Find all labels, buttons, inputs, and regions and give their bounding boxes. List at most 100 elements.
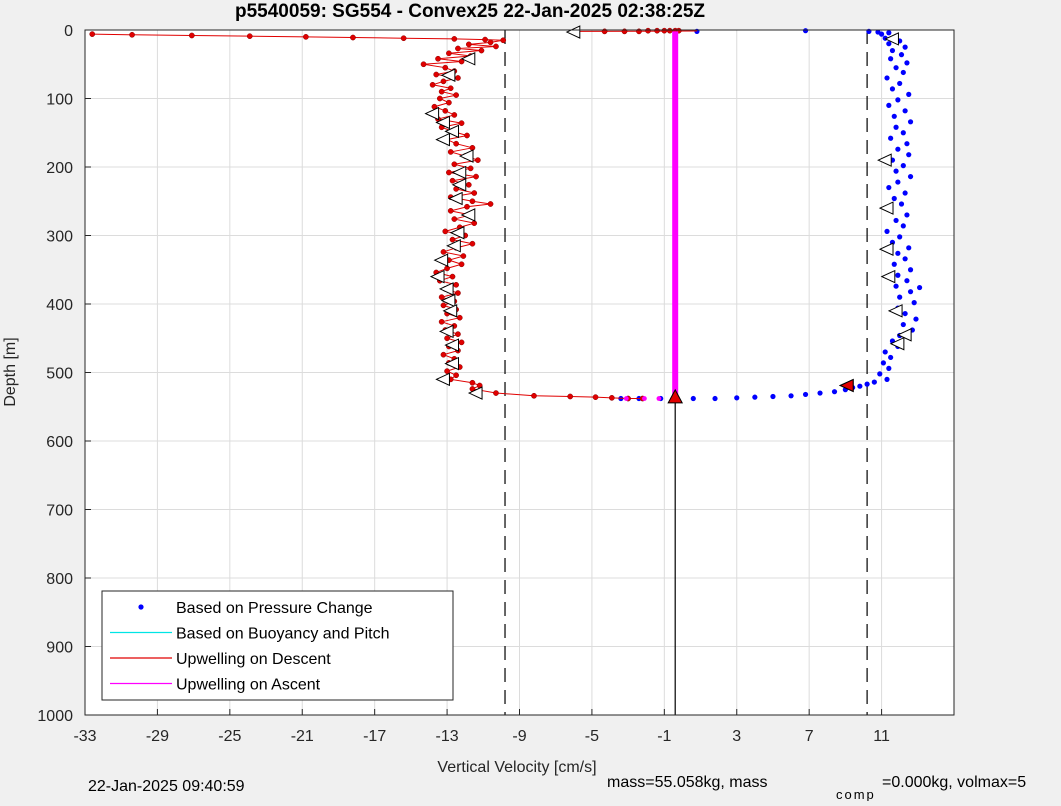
- data-point: [872, 379, 877, 384]
- y-tick-label: 100: [46, 92, 73, 109]
- x-tick-label: -21: [291, 728, 314, 745]
- legend-swatch-based-on-pressure-change: [138, 604, 143, 609]
- data-point: [895, 251, 900, 256]
- data-point: [441, 249, 446, 254]
- data-point: [455, 46, 460, 51]
- data-point: [904, 278, 909, 283]
- data-point: [470, 145, 475, 150]
- data-point: [443, 65, 448, 70]
- data-point: [897, 234, 902, 239]
- data-point: [454, 141, 459, 146]
- x-tick-label: -5: [585, 728, 599, 745]
- data-point: [908, 267, 913, 272]
- data-point: [479, 48, 484, 53]
- data-point: [892, 262, 897, 267]
- y-tick-label: 1000: [37, 708, 73, 725]
- data-point: [884, 75, 889, 80]
- legend-label-upwelling-on-descent: Upwelling on Descent: [176, 651, 331, 668]
- y-tick-label: 900: [46, 640, 73, 657]
- data-point: [464, 133, 469, 138]
- data-point: [906, 92, 911, 97]
- data-point: [832, 389, 837, 394]
- data-point: [817, 390, 822, 395]
- data-point: [446, 100, 451, 105]
- data-point: [448, 208, 453, 213]
- x-tick-label: -29: [146, 728, 169, 745]
- data-point: [770, 394, 775, 399]
- y-tick-label: 400: [46, 297, 73, 314]
- data-point: [667, 28, 672, 33]
- data-point: [455, 75, 460, 80]
- data-point: [886, 366, 891, 371]
- data-point: [129, 32, 134, 37]
- data-point: [906, 152, 911, 157]
- data-point: [493, 390, 498, 395]
- data-point: [443, 229, 448, 234]
- data-point: [454, 373, 459, 378]
- y-axis-label: Depth [m]: [2, 337, 19, 406]
- data-point: [421, 62, 426, 67]
- data-point: [893, 65, 898, 70]
- data-point: [899, 201, 904, 206]
- data-point: [895, 273, 900, 278]
- data-point: [609, 395, 614, 400]
- data-point: [897, 81, 902, 86]
- data-point: [888, 56, 893, 61]
- data-point: [654, 28, 659, 33]
- data-point: [488, 201, 493, 206]
- x-tick-label: -17: [363, 728, 386, 745]
- data-point: [917, 285, 922, 290]
- data-point: [712, 396, 717, 401]
- footer-volmax-text: =0.000kg, volmax=5: [882, 774, 1026, 791]
- data-point: [897, 295, 902, 300]
- data-point: [443, 108, 448, 113]
- data-point: [888, 136, 893, 141]
- data-point: [645, 28, 650, 33]
- x-tick-label: -13: [436, 728, 459, 745]
- data-point: [904, 141, 909, 146]
- x-tick-label: -1: [657, 728, 671, 745]
- data-point: [452, 112, 457, 117]
- data-point: [448, 86, 453, 91]
- data-point: [893, 218, 898, 223]
- data-point: [895, 147, 900, 152]
- data-point: [884, 377, 889, 382]
- data-point: [803, 392, 808, 397]
- data-point: [642, 396, 647, 401]
- data-point: [913, 316, 918, 321]
- data-point: [441, 352, 446, 357]
- legend-label-based-on-buoyancy-and-pitch: Based on Buoyancy and Pitch: [176, 626, 389, 643]
- data-point: [450, 237, 455, 242]
- data-point: [903, 256, 908, 261]
- data-point: [892, 196, 897, 201]
- data-point: [901, 322, 906, 327]
- data-point: [439, 319, 444, 324]
- data-point: [452, 162, 457, 167]
- data-point: [912, 300, 917, 305]
- data-point: [901, 223, 906, 228]
- data-point: [908, 119, 913, 124]
- data-point: [455, 332, 460, 337]
- data-point: [901, 163, 906, 168]
- data-point: [303, 34, 308, 39]
- data-point: [459, 121, 464, 126]
- data-point: [657, 396, 662, 401]
- data-point: [441, 79, 446, 84]
- footer-mass-subscript: comp: [836, 787, 876, 801]
- x-tick-label: -33: [73, 728, 96, 745]
- data-point: [593, 395, 598, 400]
- data-point: [452, 216, 457, 221]
- data-point: [883, 349, 888, 354]
- data-point: [430, 82, 435, 87]
- data-point: [470, 241, 475, 246]
- x-tick-label: -9: [512, 728, 526, 745]
- y-tick-label: 800: [46, 571, 73, 588]
- data-point: [904, 60, 909, 65]
- data-point: [893, 284, 898, 289]
- data-point: [903, 45, 908, 50]
- data-point: [901, 70, 906, 75]
- data-point: [444, 336, 449, 341]
- y-tick-label: 200: [46, 160, 73, 177]
